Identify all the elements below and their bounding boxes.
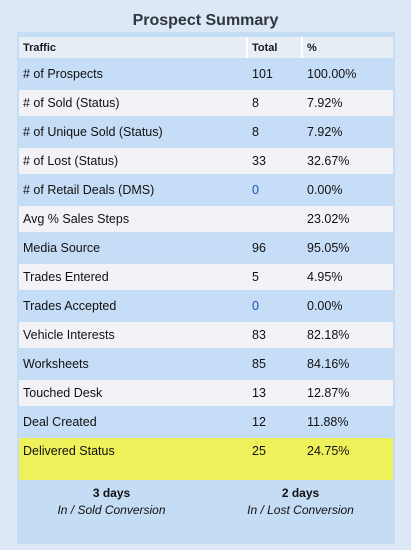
row-total: 8 (248, 119, 303, 145)
row-percent: 0.00% (303, 293, 393, 319)
row-total: 33 (248, 148, 303, 174)
row-label: Deal Created (19, 409, 248, 435)
row-percent: 100.00% (303, 61, 393, 87)
row-total: 101 (248, 61, 303, 87)
table-row: # of Sold (Status) 8 7.92% (19, 90, 393, 116)
row-percent: 23.02% (303, 206, 393, 232)
row-percent: 0.00% (303, 177, 393, 203)
table-row: # of Lost (Status) 33 32.67% (19, 148, 393, 174)
table-row: # of Prospects 101 100.00% (19, 61, 393, 87)
table-header-row: Traffic Total % (19, 37, 393, 58)
row-total: 83 (248, 322, 303, 348)
row-label: Delivered Status (19, 438, 248, 464)
column-header-total[interactable]: Total (248, 37, 303, 58)
lost-conversion: 2 days In / Lost Conversion (206, 486, 395, 517)
row-label: # of Sold (Status) (19, 90, 248, 116)
row-percent: 11.88% (303, 409, 393, 435)
table-row: Worksheets 85 84.16% (19, 351, 393, 377)
lost-conversion-label: In / Lost Conversion (247, 503, 354, 517)
table-row: # of Retail Deals (DMS) 0 0.00% (19, 177, 393, 203)
row-percent: 32.67% (303, 148, 393, 174)
row-label: # of Prospects (19, 61, 248, 87)
row-total: 8 (248, 90, 303, 116)
row-percent: 82.18% (303, 322, 393, 348)
table-row: Trades Accepted 0 0.00% (19, 293, 393, 319)
table-row: Avg % Sales Steps 23.02% (19, 206, 393, 232)
row-percent: 12.87% (303, 380, 393, 406)
table-row: Media Source 96 95.05% (19, 235, 393, 261)
row-label: Worksheets (19, 351, 248, 377)
table-row: Touched Desk 13 12.87% (19, 380, 393, 406)
row-total-link[interactable]: 0 (248, 293, 303, 319)
row-total (248, 206, 303, 232)
row-label: Trades Accepted (19, 293, 248, 319)
row-label: # of Unique Sold (Status) (19, 119, 248, 145)
table-row-highlighted: Delivered Status 25 24.75% (19, 438, 393, 464)
table-row: Vehicle Interests 83 82.18% (19, 322, 393, 348)
row-percent: 7.92% (303, 119, 393, 145)
prospect-summary-table: Traffic Total % # of Prospects 101 100.0… (19, 34, 393, 467)
lost-conversion-days: 2 days (281, 486, 320, 500)
table-row: # of Unique Sold (Status) 8 7.92% (19, 119, 393, 145)
sold-conversion-label: In / Sold Conversion (57, 503, 166, 517)
sold-conversion-days: 3 days (92, 486, 131, 500)
row-label: # of Lost (Status) (19, 148, 248, 174)
column-header-percent[interactable]: % (303, 37, 393, 58)
row-percent: 4.95% (303, 264, 393, 290)
row-total-link[interactable]: 0 (248, 177, 303, 203)
row-total: 5 (248, 264, 303, 290)
column-header-traffic[interactable]: Traffic (19, 37, 248, 58)
row-label: # of Retail Deals (DMS) (19, 177, 248, 203)
sold-conversion: 3 days In / Sold Conversion (17, 486, 206, 517)
row-label: Avg % Sales Steps (19, 206, 248, 232)
row-total: 96 (248, 235, 303, 261)
row-percent: 84.16% (303, 351, 393, 377)
panel-title: Prospect Summary (132, 12, 279, 29)
row-percent: 7.92% (303, 90, 393, 116)
table-row: Trades Entered 5 4.95% (19, 264, 393, 290)
row-label: Touched Desk (19, 380, 248, 406)
row-label: Media Source (19, 235, 248, 261)
table-row: Deal Created 12 11.88% (19, 409, 393, 435)
row-total: 25 (248, 438, 303, 464)
highlight-band (19, 464, 393, 480)
row-percent: 95.05% (303, 235, 393, 261)
row-label: Vehicle Interests (19, 322, 248, 348)
row-total: 85 (248, 351, 303, 377)
row-total: 13 (248, 380, 303, 406)
row-total: 12 (248, 409, 303, 435)
row-percent: 24.75% (303, 438, 393, 464)
row-label: Trades Entered (19, 264, 248, 290)
